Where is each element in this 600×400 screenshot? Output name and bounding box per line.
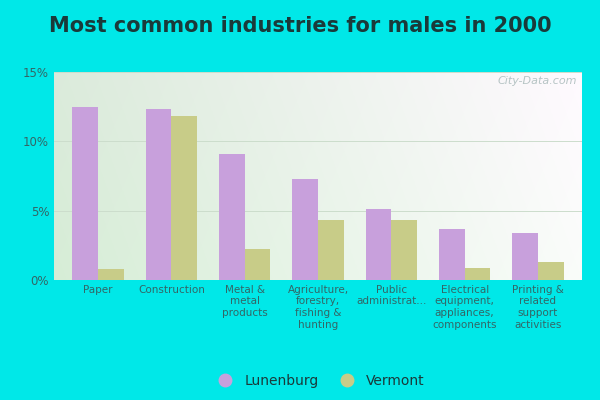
Bar bbox=[98, 269, 124, 280]
Bar bbox=[464, 268, 490, 280]
Bar bbox=[146, 110, 172, 280]
Text: City-Data.com: City-Data.com bbox=[497, 76, 577, 86]
Bar bbox=[73, 107, 98, 280]
Bar bbox=[439, 229, 464, 280]
Bar bbox=[245, 250, 271, 280]
Bar bbox=[219, 154, 245, 280]
Bar bbox=[538, 262, 563, 280]
Bar bbox=[292, 179, 318, 280]
Bar bbox=[172, 116, 197, 280]
Legend: Lunenburg, Vermont: Lunenburg, Vermont bbox=[206, 368, 430, 394]
Bar bbox=[512, 233, 538, 280]
Text: Most common industries for males in 2000: Most common industries for males in 2000 bbox=[49, 16, 551, 36]
Bar bbox=[365, 209, 391, 280]
Bar bbox=[391, 220, 417, 280]
Bar bbox=[318, 220, 344, 280]
